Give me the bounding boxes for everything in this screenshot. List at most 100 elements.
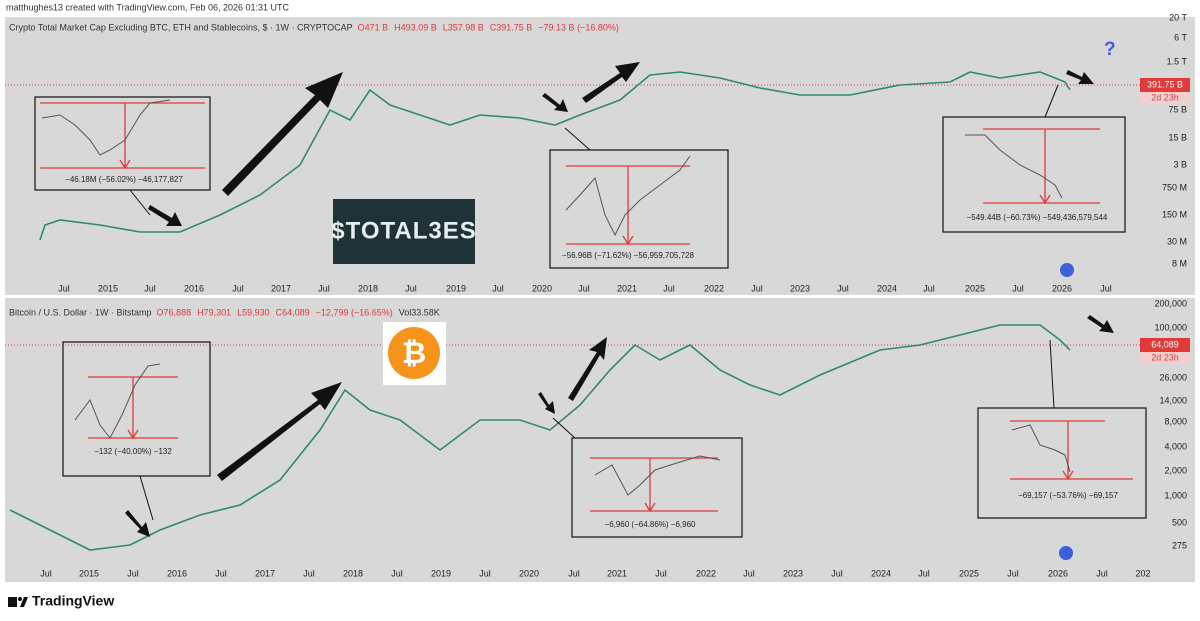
price-axis-label: 20 T: [1169, 12, 1187, 22]
legend-symbol: Crypto Total Market Cap Excluding BTC, E…: [9, 22, 353, 32]
measure-label: −56.96B (−71.62%) −56,959,705,728: [562, 251, 694, 260]
time-axis-label: 2025: [965, 283, 985, 293]
price-axis-label: 150 M: [1162, 209, 1187, 219]
time-axis-label: 2024: [871, 568, 891, 578]
time-axis-label: Jul: [1012, 283, 1024, 293]
time-axis-label: Jul: [492, 283, 504, 293]
legend-value: H493.09 B: [394, 22, 437, 32]
time-axis-label: Jul: [923, 283, 935, 293]
time-axis-label: Jul: [127, 568, 139, 578]
price-axis-label: 275: [1172, 540, 1187, 550]
price-axis-label: 1.5 T: [1167, 56, 1188, 66]
time-axis-label: 2026: [1048, 568, 1068, 578]
time-axis-label: 2025: [959, 568, 979, 578]
insets: [34, 84, 1147, 538]
time-axis-label: Jul: [479, 568, 491, 578]
time-axis-label: Jul: [568, 568, 580, 578]
top-panel: [5, 17, 1195, 295]
price-axis-label: 200,000: [1154, 298, 1187, 308]
time-axis-label: Jul: [655, 568, 667, 578]
price-axis-label: 750 M: [1162, 182, 1187, 192]
time-axis-label: 2016: [184, 283, 204, 293]
time-axis-label: 202: [1135, 568, 1150, 578]
btc-symbol: ₿: [402, 337, 426, 370]
time-axis-label: 2018: [343, 568, 363, 578]
price-axis-label: 8 M: [1172, 258, 1187, 268]
legend-value: −79.13 B (−16.80%): [538, 22, 619, 32]
flag-icon: [1060, 263, 1074, 277]
legend-value: Vol33.58K: [399, 307, 440, 317]
time-axis-label: Jul: [232, 283, 244, 293]
legend-value: C391.75 B: [490, 22, 533, 32]
time-axis-label: Jul: [144, 283, 156, 293]
brand: TradingView: [32, 593, 114, 609]
time-axis-label: Jul: [303, 568, 315, 578]
time-axis-label: 2024: [877, 283, 897, 293]
time-axis-label: Jul: [578, 283, 590, 293]
time-axis-label: Jul: [318, 283, 330, 293]
price-axis-label: 75 B: [1168, 104, 1187, 114]
time-axis-label: 2019: [446, 283, 466, 293]
time-axis-label: 2022: [696, 568, 716, 578]
price-axis-label: 30 M: [1167, 236, 1187, 246]
legend-value: C64,089: [276, 307, 310, 317]
measure-label: −46.18M (−56.02%) −46,177,827: [65, 175, 183, 184]
last-price-badge: [1140, 78, 1190, 92]
price-axis-label: 8,000: [1164, 416, 1187, 426]
price-axis-label: 15 B: [1168, 132, 1187, 142]
last-price: 391.75 B: [1147, 79, 1183, 89]
price-curve: [39, 71, 1071, 241]
last-price-badge: [1140, 338, 1190, 352]
caption: matthughes13 created with TradingView.co…: [6, 2, 289, 12]
question-mark: ?: [1104, 39, 1116, 60]
time-axis-label: 2026: [1052, 283, 1072, 293]
price-axis-label: 100,000: [1154, 322, 1187, 332]
time-axis-label: 2015: [79, 568, 99, 578]
price-axis-label: 1,000: [1164, 490, 1187, 500]
arrows: [125, 62, 1114, 537]
logo-text: $TOTAL3ES: [331, 217, 476, 244]
flag-icon: [1059, 546, 1073, 560]
legend-value: O76,888: [157, 307, 192, 317]
legend-symbol: Bitcoin / U.S. Dollar · 1W · Bitstamp: [9, 307, 152, 317]
time-axis-label: 2020: [532, 283, 552, 293]
bottom-panel: [5, 298, 1195, 582]
price-axis-label: 6 T: [1174, 32, 1187, 42]
time-axis-label: Jul: [1007, 568, 1019, 578]
time-axis-label: 2019: [431, 568, 451, 578]
time-axis-label: Jul: [405, 283, 417, 293]
price-axis-label: 2,000: [1164, 465, 1187, 475]
legend-value: L357.98 B: [443, 22, 484, 32]
time-axis-label: 2016: [167, 568, 187, 578]
time-axis-label: 2023: [790, 283, 810, 293]
time-axis-label: Jul: [837, 283, 849, 293]
time-axis-label: 2017: [271, 283, 291, 293]
time-axis-label: Jul: [58, 283, 70, 293]
last-price: 64,089: [1151, 339, 1179, 349]
time-axis-label: Jul: [831, 568, 843, 578]
time-axis-label: Jul: [663, 283, 675, 293]
time-axis-label: Jul: [215, 568, 227, 578]
countdown: 2d 23h: [1151, 352, 1179, 362]
legend-value: H79,301: [197, 307, 231, 317]
time-axis-label: Jul: [751, 283, 763, 293]
logo-card: [333, 199, 475, 264]
time-axis-label: Jul: [1100, 283, 1112, 293]
time-axis-label: 2021: [617, 283, 637, 293]
time-axis-label: Jul: [40, 568, 52, 578]
legend-value: L59,930: [237, 307, 270, 317]
countdown: 2d 23h: [1151, 92, 1179, 102]
time-axis-label: Jul: [743, 568, 755, 578]
countdown-badge: [1140, 352, 1190, 364]
legend-value: −12,799 (−16.65%): [316, 307, 393, 317]
price-axis-label: 4,000: [1164, 441, 1187, 451]
time-axis-label: Jul: [391, 568, 403, 578]
time-axis-label: 2022: [704, 283, 724, 293]
time-axis-label: 2021: [607, 568, 627, 578]
legend-value: O471 B: [358, 22, 389, 32]
price-axis-label: 26,000: [1159, 372, 1187, 382]
measure-label: −69,157 (−53.76%) −69,157: [1018, 491, 1118, 500]
time-axis-label: Jul: [1096, 568, 1108, 578]
measure-label: −132 (−40.00%) −132: [94, 447, 172, 456]
